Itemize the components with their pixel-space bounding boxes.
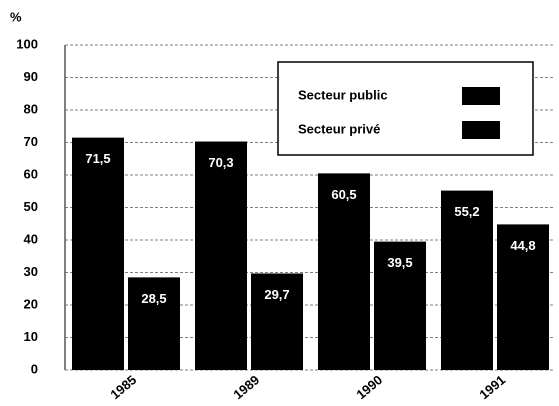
y-tick-label: 70 xyxy=(24,134,38,149)
legend: Secteur public Secteur privé xyxy=(277,61,534,156)
y-tick-label: 40 xyxy=(24,231,38,246)
legend-box xyxy=(277,61,534,156)
legend-label: Secteur privé xyxy=(298,121,380,136)
bar xyxy=(195,141,247,370)
y-tick-label: 80 xyxy=(24,101,38,116)
x-tick-label: 1985 xyxy=(107,372,139,402)
value-label: 44,8 xyxy=(510,238,535,253)
y-tick-label: 100 xyxy=(16,36,38,51)
value-label: 28,5 xyxy=(141,291,166,306)
y-tick-label: 50 xyxy=(24,199,38,214)
y-tick-label: 60 xyxy=(24,166,38,181)
y-tick-label: 20 xyxy=(24,296,38,311)
bar xyxy=(251,273,303,370)
bar xyxy=(497,224,549,370)
bar xyxy=(441,190,493,370)
value-label: 60,5 xyxy=(331,187,356,202)
y-tick-label: 0 xyxy=(31,361,38,376)
value-label: 71,5 xyxy=(85,151,110,166)
legend-swatch xyxy=(462,87,500,105)
y-tick-label: 10 xyxy=(24,329,38,344)
x-tick-label: 1990 xyxy=(353,372,385,402)
y-tick-label: 90 xyxy=(24,69,38,84)
value-label: 70,3 xyxy=(208,155,233,170)
bar xyxy=(128,277,180,370)
bar xyxy=(318,173,370,370)
bar xyxy=(72,137,124,370)
bar xyxy=(374,241,426,370)
legend-label: Secteur public xyxy=(298,87,388,102)
legend-swatch xyxy=(462,121,500,139)
y-axis-label: % xyxy=(10,9,22,24)
value-label: 55,2 xyxy=(454,204,479,219)
value-label: 39,5 xyxy=(387,255,412,270)
x-tick-label: 1991 xyxy=(476,372,508,402)
value-label: 29,7 xyxy=(264,287,289,302)
y-tick-label: 30 xyxy=(24,264,38,279)
x-tick-label: 1989 xyxy=(230,372,262,402)
